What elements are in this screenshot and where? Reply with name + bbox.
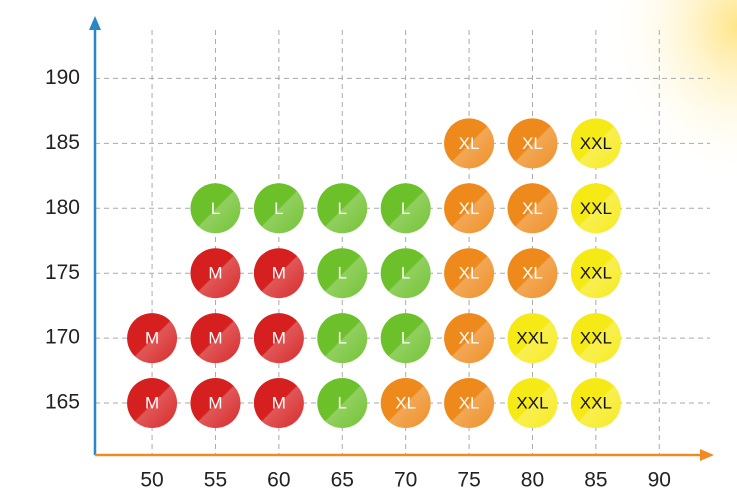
marker-shine xyxy=(380,313,431,364)
size-label: L xyxy=(338,264,347,283)
x-tick-label: 50 xyxy=(140,469,163,492)
size-label: XL xyxy=(522,264,543,283)
marker-shine xyxy=(127,378,178,429)
size-label: M xyxy=(272,329,286,348)
marker-shine xyxy=(253,378,304,429)
size-label: L xyxy=(338,199,347,218)
size-label: XXL xyxy=(580,134,612,153)
y-tick-label: 185 xyxy=(45,131,80,154)
marker-shine xyxy=(317,313,368,364)
size-label: XXL xyxy=(580,199,612,218)
size-label: L xyxy=(274,199,283,218)
marker-shine xyxy=(380,378,431,429)
y-axis-arrow xyxy=(89,16,101,30)
marker-shine xyxy=(127,313,178,364)
x-tick-label: 80 xyxy=(521,469,544,492)
marker-shine xyxy=(570,313,621,364)
x-tick-label: 60 xyxy=(267,469,290,492)
size-label: XL xyxy=(459,264,480,283)
marker-shine xyxy=(444,248,495,299)
y-tick-label: 180 xyxy=(45,196,80,219)
size-label: XL xyxy=(459,329,480,348)
y-tick-label: 165 xyxy=(45,391,80,414)
size-label: M xyxy=(208,329,222,348)
size-label: M xyxy=(272,394,286,413)
x-tick-label: 90 xyxy=(648,469,671,492)
size-label: M xyxy=(208,394,222,413)
size-label: L xyxy=(211,199,220,218)
y-tick-label: 190 xyxy=(45,66,80,89)
marker-shine xyxy=(380,248,431,299)
marker-shine xyxy=(444,183,495,234)
marker-shine xyxy=(317,248,368,299)
marker-shine xyxy=(190,248,241,299)
size-label: M xyxy=(145,394,159,413)
marker-shine xyxy=(507,183,558,234)
marker-shine xyxy=(570,183,621,234)
size-label: L xyxy=(338,329,347,348)
marker-shine xyxy=(253,248,304,299)
x-axis-arrow xyxy=(700,449,714,461)
marker-shine xyxy=(253,313,304,364)
x-tick-label: 75 xyxy=(457,469,480,492)
marker-shine xyxy=(380,183,431,234)
size-label: XL xyxy=(459,394,480,413)
size-label: XXL xyxy=(516,394,548,413)
size-label: XL xyxy=(522,199,543,218)
size-label: L xyxy=(401,329,410,348)
marker-shine xyxy=(507,248,558,299)
marker-shine xyxy=(190,378,241,429)
marker-shine xyxy=(317,378,368,429)
x-tick-label: 65 xyxy=(331,469,354,492)
marker-shine xyxy=(190,183,241,234)
x-tick-label: 55 xyxy=(204,469,227,492)
size-label: L xyxy=(401,264,410,283)
marker-shine xyxy=(507,118,558,169)
marker-shine xyxy=(444,378,495,429)
size-label: XXL xyxy=(580,329,612,348)
x-tick-label: 70 xyxy=(394,469,417,492)
y-tick-label: 175 xyxy=(45,261,80,284)
size-label: XXL xyxy=(580,394,612,413)
size-label: XXL xyxy=(516,329,548,348)
size-label: XXL xyxy=(580,264,612,283)
marker-shine xyxy=(444,313,495,364)
marker-shine xyxy=(570,378,621,429)
size-label: M xyxy=(208,264,222,283)
y-tick-label: 170 xyxy=(45,326,80,349)
size-label: L xyxy=(401,199,410,218)
size-label: XL xyxy=(459,199,480,218)
marker-shine xyxy=(317,183,368,234)
size-label: XL xyxy=(395,394,416,413)
marker-shine xyxy=(507,378,558,429)
marker-shine xyxy=(570,118,621,169)
size-label: XL xyxy=(522,134,543,153)
x-tick-label: 85 xyxy=(584,469,607,492)
marker-shine xyxy=(444,118,495,169)
size-label: M xyxy=(272,264,286,283)
marker-shine xyxy=(253,183,304,234)
marker-shine xyxy=(190,313,241,364)
size-label: M xyxy=(145,329,159,348)
size-label: XL xyxy=(459,134,480,153)
marker-shine xyxy=(570,248,621,299)
size-label: L xyxy=(338,394,347,413)
background-glow xyxy=(520,0,737,260)
marker-shine xyxy=(507,313,558,364)
